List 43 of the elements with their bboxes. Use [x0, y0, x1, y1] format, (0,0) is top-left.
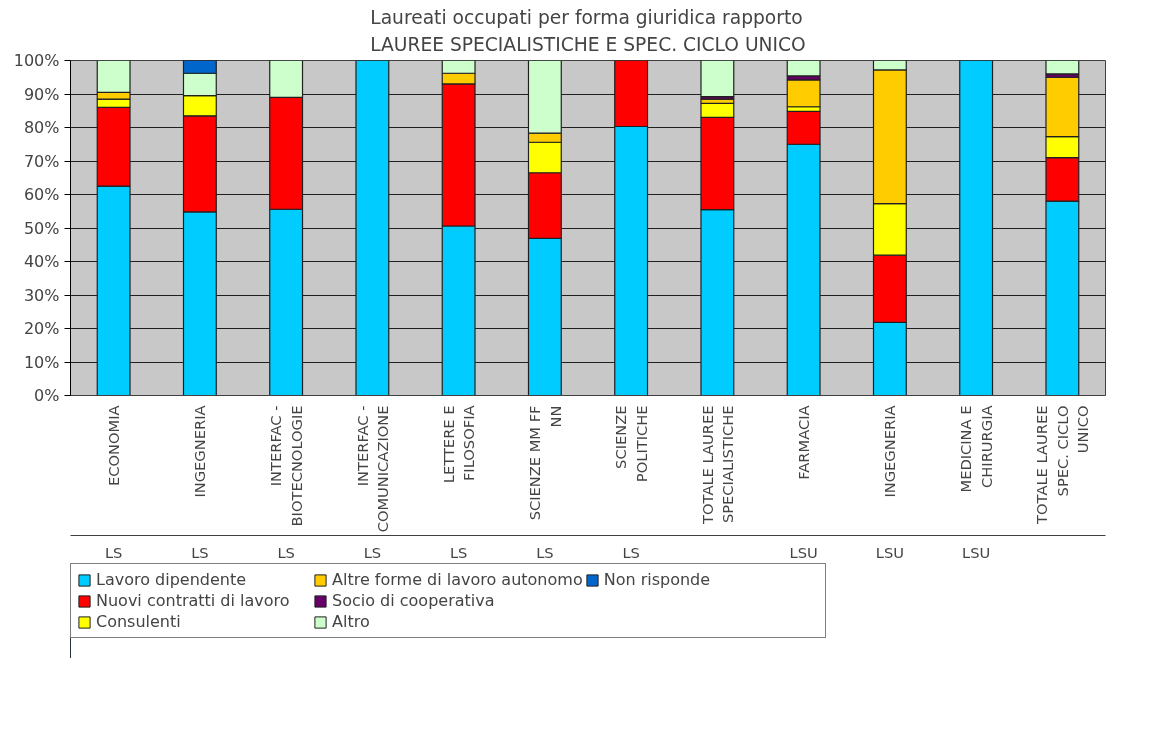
x-tick-label: SCIENZE POLITICHE [612, 405, 650, 483]
y-tick-label: 80% [23, 118, 60, 137]
y-tick-label: 10% [23, 352, 60, 372]
x-tick-label: INTERFAC - BIOTECNOLOGIE [267, 405, 305, 527]
text: LS [191, 543, 209, 561]
legend-label: Consulenti [96, 612, 182, 631]
legend-label: Altro [332, 612, 371, 631]
legend-label: Altre forme di lavoro autonomo [332, 570, 583, 589]
chart-title: Laureati occupati per forma giuridica rapporto LAUREE SPECIALISTICHE E SPEC. CICLO UNICO [370, 7, 806, 56]
x-tick-label: INTERFAC - COMUNICAZIONE [353, 405, 392, 533]
x-tick-label: TOTALE LAUREE SPECIALISTICHE [698, 405, 737, 525]
x-tick-label: LETTERE E FILOSOFIA [439, 405, 478, 484]
text: LS [622, 543, 640, 561]
legend-label: Socio di cooperativa [332, 591, 496, 610]
y-tick-label: 0% [34, 386, 60, 405]
y-tick-label: 90% [23, 84, 60, 104]
x-tick-label: INGEGNERIA [881, 405, 899, 498]
x-tick-label: FARMACIA [795, 405, 813, 480]
y-tick-label: 70% [23, 151, 60, 171]
x-tick-label: INGEGNERIA [191, 405, 209, 498]
legend-label: Non risponde [603, 570, 712, 589]
legend-label: Nuovi contratti di lavoro [96, 591, 291, 610]
legend-label: Lavoro dipendente [96, 570, 248, 589]
text: LSU [875, 543, 904, 561]
x-tick-label: TOTALE LAUREE SPEC. CICLO UNICO [1033, 405, 1092, 525]
y-tick-label: 20% [23, 319, 60, 338]
y-tick-label: 50% [23, 218, 60, 238]
y-tick-label: 30% [23, 285, 60, 305]
text: LS [449, 543, 468, 561]
bar [1045, 60, 1080, 75]
y-tick-label: 100% [13, 51, 60, 70]
x-tick-label: SCIENZE MM FF NN [526, 405, 564, 521]
x-tick-label: MEDICINA E CHIRURGIA [957, 405, 995, 493]
bar [786, 60, 821, 77]
text: LS [363, 543, 382, 561]
y-tick-label: 60% [23, 185, 60, 204]
text: LS [104, 543, 123, 561]
text: LS [277, 543, 295, 561]
text: LS [536, 543, 554, 561]
y-tick-label: 40% [23, 252, 60, 271]
text: LSU [789, 543, 818, 561]
x-tick-label: ECONOMIA [105, 405, 123, 487]
text: LSU [962, 543, 991, 561]
